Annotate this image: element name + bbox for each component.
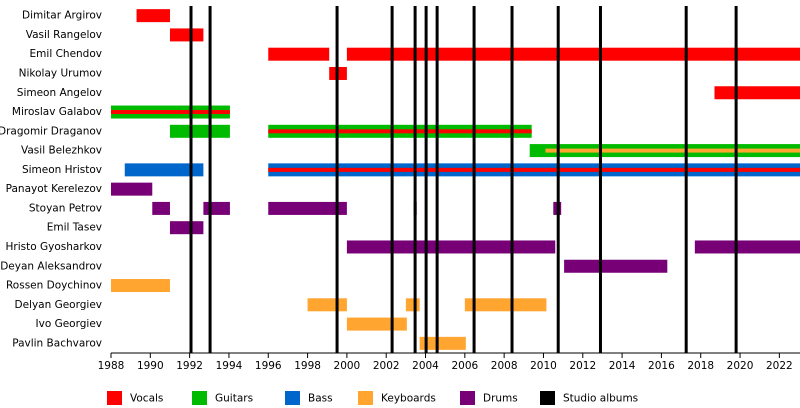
role-bar xyxy=(346,240,556,254)
x-tick-label: 1998 xyxy=(294,360,321,372)
role-stripe xyxy=(545,148,800,153)
role-bar xyxy=(169,221,204,235)
member-label: Dragomir Draganov xyxy=(0,125,102,137)
role-stripe xyxy=(268,167,800,172)
member-label: Simeon Angelov xyxy=(17,87,102,99)
member-label: Emil Chendov xyxy=(30,48,102,60)
role-bar xyxy=(464,298,547,312)
legend-swatch xyxy=(358,391,373,405)
member-label: Ivo Georgiev xyxy=(36,318,102,330)
role-bar xyxy=(268,201,347,215)
role-stripe xyxy=(111,110,230,115)
legend-swatch xyxy=(285,391,300,405)
member-label: Vasil Rangelov xyxy=(26,29,102,41)
role-stripe xyxy=(268,129,532,134)
role-bar xyxy=(694,240,800,254)
x-tick-label: 2014 xyxy=(609,360,636,372)
member-label: Nikolay Urumov xyxy=(19,67,102,79)
legend-label: Guitars xyxy=(215,393,253,405)
legend-label: Keyboards xyxy=(381,393,436,405)
member-label: Pavlin Bachvarov xyxy=(12,337,102,349)
member-label: Dimitar Argirov xyxy=(22,10,102,22)
x-tick-label: 2008 xyxy=(491,360,518,372)
member-label: Vasil Belezhkov xyxy=(21,145,102,157)
role-bar xyxy=(268,47,330,61)
member-label: Emil Tasev xyxy=(47,222,102,234)
legend-swatch xyxy=(192,391,207,405)
x-tick-label: 2022 xyxy=(766,360,793,372)
role-bar xyxy=(714,86,800,100)
x-tick-label: 1988 xyxy=(98,360,125,372)
member-label: Rossen Doychinov xyxy=(6,280,102,292)
member-label: Delyan Georgiev xyxy=(14,299,102,311)
x-tick-label: 2004 xyxy=(412,360,439,372)
role-bar xyxy=(124,163,204,177)
x-tick-label: 1990 xyxy=(137,360,164,372)
role-bar xyxy=(307,298,347,312)
legend-swatch xyxy=(460,391,475,405)
member-label: Deyan Aleksandrov xyxy=(0,260,102,272)
role-bar xyxy=(169,124,230,138)
x-tick-label: 2016 xyxy=(648,360,675,372)
role-bar xyxy=(169,28,204,42)
legend-label: Bass xyxy=(308,393,333,405)
legend-swatch xyxy=(540,391,555,405)
legend-swatch xyxy=(107,391,122,405)
member-label: Simeon Hristov xyxy=(22,164,102,176)
role-bar xyxy=(136,9,170,23)
x-tick-label: 2010 xyxy=(530,360,557,372)
x-tick-label: 2000 xyxy=(334,360,361,372)
member-label: Panayot Kerelezov xyxy=(6,183,102,195)
member-label: Stoyan Petrov xyxy=(29,202,102,214)
x-tick-label: 2018 xyxy=(687,360,714,372)
role-bar xyxy=(111,279,170,293)
x-tick-label: 2020 xyxy=(727,360,754,372)
member-label: Miroslav Galabov xyxy=(12,106,102,118)
x-tick-label: 1992 xyxy=(176,360,203,372)
role-bar xyxy=(419,336,466,350)
member-label: Hristo Gyosharkov xyxy=(6,241,102,253)
x-tick-label: 2012 xyxy=(569,360,596,372)
role-bar xyxy=(405,298,420,312)
x-tick-label: 2006 xyxy=(451,360,478,372)
role-bar xyxy=(346,317,407,331)
x-tick-label: 1996 xyxy=(255,360,282,372)
role-bar xyxy=(111,182,153,196)
role-bar xyxy=(203,201,230,215)
x-tick-label: 1994 xyxy=(216,360,243,372)
x-tick-label: 2002 xyxy=(373,360,400,372)
legend-label: Studio albums xyxy=(563,393,638,405)
role-bar xyxy=(564,259,668,273)
legend-label: Drums xyxy=(483,393,518,405)
role-bar xyxy=(152,201,170,215)
legend-label: Vocals xyxy=(130,393,163,405)
